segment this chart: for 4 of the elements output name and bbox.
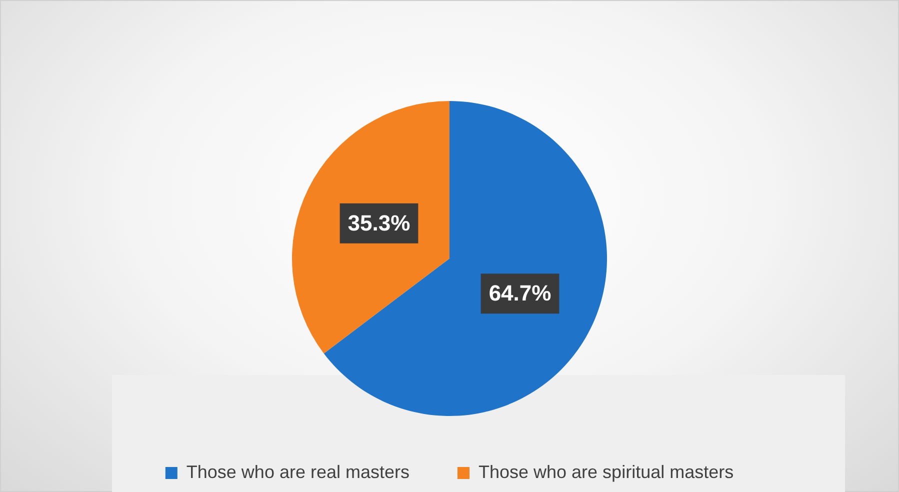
- data-label: 35.3%: [348, 210, 410, 236]
- data-label: 64.7%: [488, 280, 552, 306]
- legend-label: Those who are real masters: [186, 462, 410, 482]
- legend-label: Those who are spiritual masters: [478, 462, 734, 482]
